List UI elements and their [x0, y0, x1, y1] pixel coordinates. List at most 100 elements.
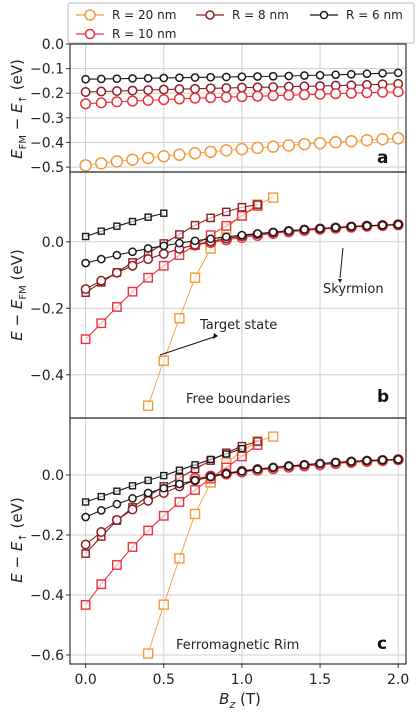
point-r10-circle	[392, 86, 404, 98]
point-r8-circle	[143, 85, 154, 95]
y-axis-title-b: E − EFM (eV)	[8, 249, 29, 340]
point-r20-circle	[391, 132, 405, 145]
x-tick-label: 0.5	[153, 672, 175, 688]
point-r8-circle	[190, 83, 200, 94]
legend-marker-r6	[319, 10, 329, 20]
point-r20-circle	[251, 141, 264, 155]
point-r6-circle	[284, 461, 294, 471]
point-r8-square	[206, 213, 215, 223]
series-line-r8-square	[85, 440, 258, 554]
point-r10-square	[111, 560, 122, 570]
point-r10-square	[127, 286, 138, 297]
y-tick-label: −0.6	[30, 648, 64, 664]
point-r6-circle	[206, 72, 216, 82]
point-r6-circle	[253, 464, 262, 474]
point-r8-circle	[80, 87, 91, 97]
point-r8-square	[253, 200, 262, 209]
point-r20-square	[174, 553, 185, 564]
point-r6-circle	[315, 224, 325, 233]
point-r8-circle	[96, 86, 107, 97]
point-r10-square	[96, 579, 107, 590]
point-r6-circle	[221, 72, 231, 82]
point-r6-circle	[300, 71, 309, 80]
legend-marker-r20	[84, 9, 96, 21]
point-r10-circle	[111, 96, 123, 108]
y-tick-label: −0.4	[30, 368, 64, 384]
point-r10-square	[143, 525, 154, 536]
point-r6-circle	[175, 73, 184, 83]
point-r6-circle	[253, 229, 262, 238]
x-tick-label: 2.0	[387, 672, 409, 688]
point-r20-circle	[360, 133, 374, 147]
point-r20-circle	[298, 137, 311, 151]
point-r8-circle	[111, 86, 122, 96]
point-r8-circle	[143, 254, 154, 265]
point-r6-square	[144, 213, 152, 221]
point-r20-circle	[345, 134, 358, 148]
point-r20-circle	[157, 149, 171, 163]
point-r10-square	[80, 600, 91, 610]
y-tick-label: −0.1	[30, 62, 64, 78]
point-r6-circle	[143, 244, 153, 253]
point-r20-square	[158, 599, 169, 610]
point-r6-circle	[331, 223, 341, 232]
point-r10-circle	[173, 93, 185, 105]
x-axis-title: Bz (T)	[219, 690, 261, 711]
point-r8-circle	[127, 260, 138, 271]
point-r20-circle	[313, 136, 327, 150]
point-r20-circle	[266, 140, 280, 153]
plot-frame	[69, 417, 407, 665]
point-r6-circle	[112, 499, 122, 509]
point-r10-circle	[142, 94, 154, 106]
point-r6-circle	[331, 70, 341, 80]
point-r8-square	[175, 230, 184, 239]
arrow-target-state-head	[213, 333, 218, 339]
point-r10-square	[143, 272, 154, 283]
point-r6-circle	[221, 469, 231, 479]
point-r6-circle	[221, 232, 231, 242]
series-line-r8-square	[85, 204, 258, 294]
legend-item-r6: R = 6 nm	[310, 8, 403, 22]
point-r8-square	[190, 220, 200, 230]
point-r6-circle	[128, 247, 137, 257]
point-r6-circle	[112, 74, 122, 84]
point-r6-square	[191, 461, 199, 469]
point-r8-circle	[143, 495, 154, 506]
legend-label-r20: R = 20 nm	[112, 8, 176, 22]
point-r20-circle	[141, 151, 155, 165]
point-r6-circle	[331, 458, 341, 467]
point-r8-circle	[205, 83, 216, 94]
point-r8-square	[221, 207, 231, 217]
point-r8-circle	[268, 82, 279, 93]
y-tick-label: −0.4	[30, 135, 64, 151]
point-r10-circle	[298, 89, 310, 101]
point-r20-square	[142, 400, 154, 411]
point-r20-square	[189, 272, 201, 283]
point-r6-circle	[362, 69, 372, 79]
point-r8-circle	[96, 275, 107, 286]
point-r6-square	[113, 222, 121, 230]
point-r10-circle	[205, 92, 217, 104]
point-r6-circle	[175, 238, 184, 248]
panel-c: 0.0 −0.2 −0.4 −0.6 0.0 0.5 1.0 1.5 2.0	[30, 417, 409, 688]
y-tick-label: −0.2	[30, 301, 64, 317]
panel-a: 0.0 −0.1 −0.2 −0.3 −0.4 −0.5	[30, 37, 407, 176]
y-tick-label: −0.2	[30, 86, 64, 102]
point-r6-square	[160, 471, 168, 480]
point-r20-circle	[188, 147, 202, 160]
point-r8-square	[81, 549, 90, 558]
point-r10-circle	[361, 87, 373, 99]
point-r6-circle	[393, 455, 403, 464]
series-line-r6-square	[85, 212, 164, 238]
point-r10-circle	[314, 88, 326, 100]
annotation-free-boundaries: Free boundaries	[186, 392, 291, 407]
point-r20-circle	[235, 142, 249, 156]
point-r10-square	[111, 302, 122, 312]
point-r10-circle	[95, 97, 107, 109]
legend: R = 20 nm R = 8 nm R = 6 nm R = 10 nm	[67, 2, 415, 44]
point-r8-circle	[111, 267, 122, 278]
point-r20-circle	[282, 139, 296, 152]
point-r6-circle	[393, 220, 403, 229]
arrow-skyrmion	[339, 247, 344, 279]
